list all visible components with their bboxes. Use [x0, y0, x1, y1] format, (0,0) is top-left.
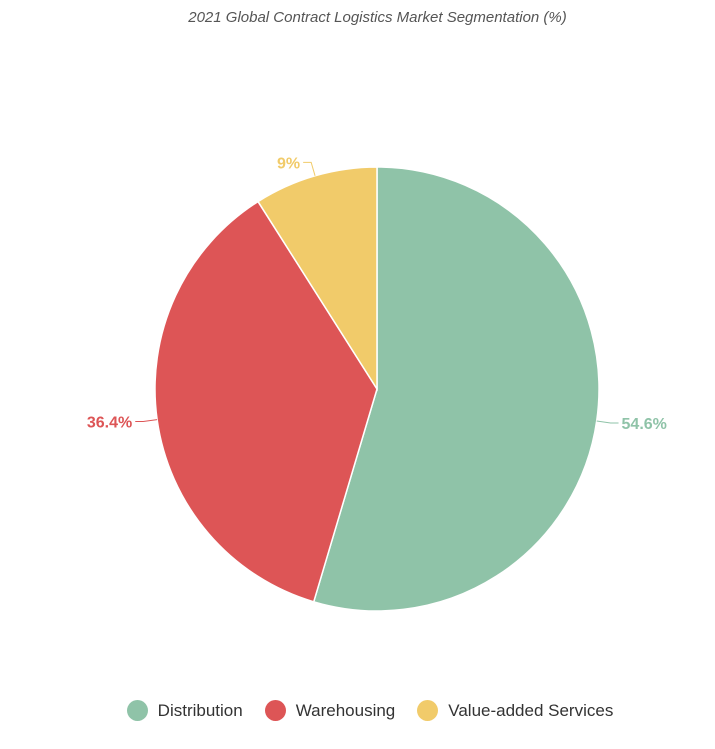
slice-label-distribution: 54.6%: [622, 416, 667, 433]
slice-label-value-added-services: 9%: [277, 155, 300, 172]
leader-line-value-added-services: [303, 161, 316, 176]
chart-title: 2021 Global Contract Logistics Market Se…: [188, 9, 567, 26]
legend-label-distribution: Distribution: [157, 700, 243, 720]
pie-slices: [154, 166, 600, 612]
legend-label-value-added-services: Value-added Services: [448, 700, 614, 720]
legend: Distribution Warehousing Value-added Ser…: [0, 700, 715, 721]
legend-swatch-distribution: [126, 700, 148, 721]
pie-slice-value-added-services[interactable]: [257, 166, 378, 392]
legend-item-value-added-services[interactable]: Value-added Services: [417, 700, 613, 721]
slice-labels: 54.6% 36.4% 9%: [87, 155, 667, 433]
legend-item-distribution[interactable]: Distribution: [126, 700, 243, 721]
leader-line-distribution: [596, 420, 619, 424]
legend-label-warehousing: Warehousing: [295, 700, 396, 720]
legend-swatch-warehousing: [264, 700, 286, 721]
label-leaders: [135, 161, 619, 424]
legend-item-warehousing[interactable]: Warehousing: [264, 700, 396, 721]
leader-line-warehousing: [135, 419, 158, 423]
pie-chart: 54.6% 36.4% 9%: [87, 155, 667, 612]
slice-label-warehousing: 36.4%: [87, 415, 132, 432]
legend-swatch-value-added-services: [417, 700, 439, 721]
pie-slice-distribution[interactable]: [312, 166, 600, 612]
